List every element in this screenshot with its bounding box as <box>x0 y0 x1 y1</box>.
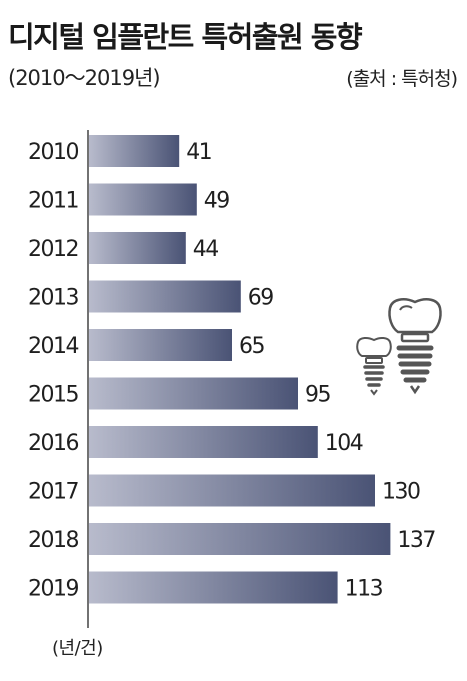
bar-value-label: 69 <box>248 286 273 311</box>
year-tick-label: 2013 <box>28 286 78 311</box>
small-dental-implant-icon <box>356 336 392 396</box>
year-tick-label: 2019 <box>28 577 78 602</box>
year-tick-label: 2010 <box>28 140 78 165</box>
bar-value-label: 113 <box>345 577 383 602</box>
year-tick-label: 2011 <box>28 189 78 214</box>
bar-2018 <box>89 523 391 555</box>
bar-value-label: 104 <box>325 431 363 456</box>
bar-2010 <box>89 135 180 167</box>
bar-2016 <box>89 426 318 458</box>
large-dental-implant-icon <box>388 298 442 395</box>
year-tick-label: 2014 <box>28 334 78 359</box>
bar-value-label: 65 <box>239 334 264 359</box>
bar-2011 <box>89 183 197 216</box>
bar-value-label: 130 <box>382 480 420 505</box>
bar-2012 <box>89 232 186 264</box>
chart-source: (출처 : 특허청) <box>346 68 458 90</box>
bar-value-label: 137 <box>397 528 435 553</box>
bar-2017 <box>89 474 375 507</box>
year-tick-label: 2016 <box>28 431 78 456</box>
bar-2014 <box>89 329 232 361</box>
year-tick-label: 2015 <box>28 383 78 408</box>
bar-2013 <box>89 280 241 313</box>
bar-2015 <box>89 377 298 410</box>
year-tick-label: 2018 <box>28 528 78 553</box>
year-tick-label: 2012 <box>28 237 78 262</box>
chart-period: (2010～2019년) <box>8 66 161 90</box>
bar-value-label: 49 <box>204 189 229 214</box>
chart-title: 디지털 임플란트 특허출원 동향 <box>8 20 363 54</box>
unit-label: (년/건) <box>52 638 103 659</box>
bar-value-label: 44 <box>193 237 218 262</box>
bar-value-label: 41 <box>186 140 211 165</box>
bar-2019 <box>89 571 338 604</box>
year-tick-label: 2017 <box>28 480 78 505</box>
bar-value-label: 95 <box>305 383 330 408</box>
